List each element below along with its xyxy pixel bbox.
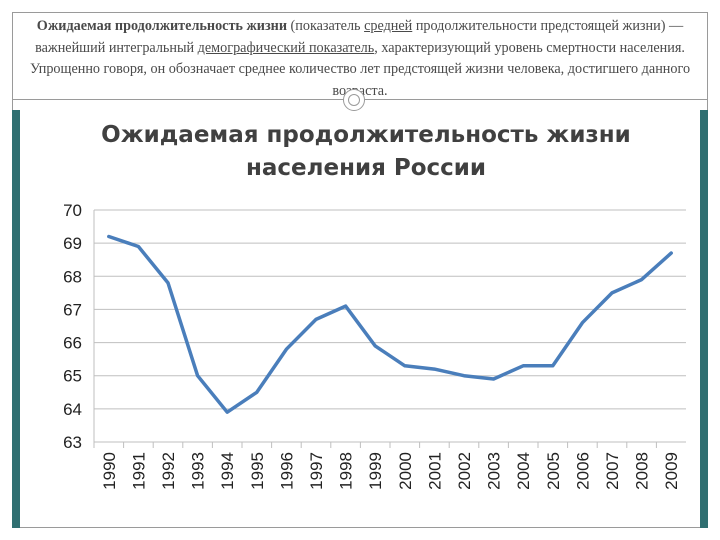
x-tick-label-1991: 1991	[129, 452, 148, 490]
data-point-2003	[492, 377, 495, 381]
x-tick-label-1999: 1999	[366, 452, 385, 490]
x-tick-label-1994: 1994	[218, 452, 237, 490]
data-point-2006	[581, 321, 584, 324]
x-tick-label-2004: 2004	[514, 452, 533, 490]
data-point-1999	[374, 344, 377, 348]
x-tick-label-1992: 1992	[159, 452, 178, 490]
life-expectancy-chart: Ожидаемая продолжительность жизни населе…	[63, 122, 686, 490]
data-point-2009	[670, 251, 673, 255]
divider-ornament-icon	[343, 89, 365, 111]
data-point-1994	[226, 410, 229, 414]
x-tick-label-2003: 2003	[485, 452, 504, 490]
y-tick-label-64: 64	[63, 400, 82, 419]
caption-link-average[interactable]: средней	[364, 18, 413, 34]
x-tick-label-2006: 2006	[573, 452, 592, 490]
x-tick-label-1995: 1995	[248, 452, 267, 490]
x-tick-label-1990: 1990	[100, 452, 119, 490]
data-point-1995	[255, 391, 258, 394]
chart-area: Ожидаемая продолжительность жизни населе…	[36, 112, 696, 518]
data-point-1993	[196, 374, 199, 377]
data-point-2007	[610, 291, 614, 295]
caption-part-2: продолжительности предстоящей жизни) — в…	[35, 18, 684, 56]
data-point-1998	[344, 304, 347, 308]
data-point-1990	[107, 235, 111, 238]
y-tick-label-70: 70	[63, 201, 82, 220]
x-tick-label-2005: 2005	[544, 452, 563, 490]
left-accent-bar	[12, 110, 20, 528]
y-axis-ticks: 63 64 65 66 67 68 69 70	[63, 201, 82, 452]
data-point-2008	[640, 278, 643, 281]
y-tick-label-63: 63	[63, 433, 82, 452]
data-point-1991	[137, 245, 140, 248]
y-tick-label-69: 69	[63, 234, 82, 253]
series-layer	[107, 234, 673, 414]
data-point-2005	[551, 364, 554, 367]
x-tick-label-2001: 2001	[425, 452, 444, 490]
x-tick-label-1993: 1993	[189, 452, 208, 490]
x-tick-label-2008: 2008	[633, 452, 652, 490]
chart-title-line-1: Ожидаемая продолжительность жизни	[101, 122, 631, 148]
y-tick-label-66: 66	[63, 334, 82, 353]
x-tick-label-1997: 1997	[307, 452, 326, 490]
y-tick-label-68: 68	[63, 267, 82, 286]
data-point-2004	[522, 364, 525, 367]
x-tick-label-2002: 2002	[455, 452, 474, 490]
data-point-2001	[433, 367, 436, 371]
data-point-2002	[462, 374, 466, 377]
grid-layer	[93, 209, 686, 443]
caption-text: Ожидаемая продолжительность жизни (показ…	[20, 16, 700, 102]
chart-title-line-2: населения России	[246, 155, 486, 181]
caption-part-3: , характеризующий уровень смертности нас…	[29, 39, 691, 99]
y-tick-label-65: 65	[63, 367, 82, 386]
x-tick-label-1998: 1998	[337, 452, 356, 490]
caption-link-demographic-indicator[interactable]: демографический показатель	[197, 39, 375, 56]
series-line-0	[107, 234, 673, 414]
x-tick-label-2009: 2009	[662, 452, 681, 490]
x-tick-label-2007: 2007	[603, 452, 622, 490]
data-point-1996	[285, 348, 288, 351]
caption-part-1: (показатель	[287, 18, 365, 34]
x-tick-label-1996: 1996	[277, 452, 296, 490]
x-axis-ticks: 1990 1991 1992 1993 1994 1995 1996 1997 1998 1999…	[93, 442, 681, 490]
y-tick-label-67: 67	[63, 300, 82, 319]
data-point-1992	[166, 281, 170, 285]
data-point-1997	[314, 318, 318, 321]
x-tick-label-2000: 2000	[396, 452, 415, 490]
right-accent-bar	[700, 110, 708, 528]
caption-bold-lead: Ожидаемая продолжительность жизни	[36, 18, 287, 34]
data-point-2000	[403, 364, 406, 367]
